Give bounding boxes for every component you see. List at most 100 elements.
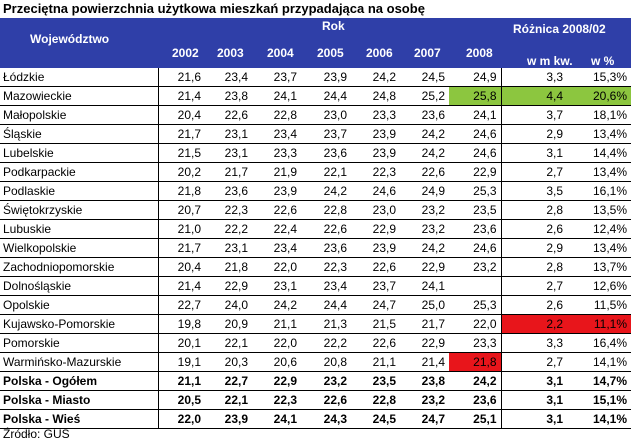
year-value-cell: 23,2 xyxy=(400,200,449,220)
year-header-2006: 2006 xyxy=(366,46,393,60)
year-value-cell: 24,2 xyxy=(400,124,449,144)
year-value-cell: 22,9 xyxy=(351,219,400,239)
year-value-cell: 23,9 xyxy=(351,238,400,258)
year-value-cell xyxy=(449,276,502,296)
year-value-cell: 22,6 xyxy=(205,105,252,125)
year-value-cell: 22,6 xyxy=(301,390,351,410)
year-value-cell: 21,4 xyxy=(158,276,205,296)
year-value-cell: 23,7 xyxy=(351,276,400,296)
year-value-cell: 24,9 xyxy=(400,181,449,201)
table-row: Świętokrzyskie 20,7 22,3 22,6 22,8 23,0 23,2 23… xyxy=(0,200,631,220)
year-value-cell: 23,6 xyxy=(301,143,351,163)
year-value-cell: 22,1 xyxy=(205,390,252,410)
diff-percent-cell: 14,7% xyxy=(567,371,631,391)
year-value-cell: 22,6 xyxy=(351,257,400,277)
diff-percent-cell: 18,1% xyxy=(567,105,631,125)
table-title: Przeciętna powierzchnia użytkowa mieszka… xyxy=(3,1,425,16)
year-value-cell: 22,3 xyxy=(205,200,252,220)
diff-percent-cell: 16,4% xyxy=(567,333,631,353)
year-value-cell: 23,2 xyxy=(400,219,449,239)
region-name-cell: Dolnośląskie xyxy=(0,276,159,296)
year-value-cell: 20,5 xyxy=(158,390,205,410)
year-value-cell: 22,9 xyxy=(252,371,301,391)
year-value-cell: 22,6 xyxy=(252,200,301,220)
region-name-cell: Zachodniopomorskie xyxy=(0,257,159,277)
year-value-cell: 20,1 xyxy=(158,333,205,353)
year-value-cell: 24,4 xyxy=(301,295,351,315)
year-value-cell: 23,1 xyxy=(205,143,252,163)
year-value-cell: 23,7 xyxy=(301,124,351,144)
diff-percent-cell: 14,4% xyxy=(567,143,631,163)
table-row: Mazowieckie 21,4 23,8 24,1 24,4 24,8 25,2 25,8 4… xyxy=(0,86,631,106)
diff-m2-cell: 3,1 xyxy=(501,409,567,429)
year-value-cell: 22,7 xyxy=(158,295,205,315)
diff-percent-cell: 13,4% xyxy=(567,124,631,144)
year-value-cell: 19,8 xyxy=(158,314,205,334)
year-value-cell: 21,8 xyxy=(449,352,502,372)
year-value-cell: 23,3 xyxy=(252,143,301,163)
region-name-cell: Łódzkie xyxy=(0,68,159,87)
region-name-cell: Śląskie xyxy=(0,124,159,144)
region-name-cell: Polska - Miasto xyxy=(0,390,159,410)
table-row: Zachodniopomorskie 20,4 21,8 22,0 22,3 22,6 22… xyxy=(0,257,631,277)
year-value-cell: 21,7 xyxy=(158,124,205,144)
year-value-cell: 22,3 xyxy=(351,162,400,182)
region-name-cell: Małopolskie xyxy=(0,105,159,125)
table-row: Lubuskie 21,0 22,2 22,4 22,6 22,9 23,2 23,6 2,6 1… xyxy=(0,219,631,239)
year-value-cell: 22,7 xyxy=(205,371,252,391)
year-value-cell: 24,8 xyxy=(351,86,400,106)
year-value-cell: 21,1 xyxy=(351,352,400,372)
year-value-cell: 23,3 xyxy=(351,105,400,125)
year-value-cell: 23,9 xyxy=(252,181,301,201)
year-value-cell: 22,8 xyxy=(252,105,301,125)
year-value-cell: 21,4 xyxy=(400,352,449,372)
diff-header-percent: w % xyxy=(591,54,615,68)
diff-m2-cell: 3,3 xyxy=(501,68,567,87)
diff-m2-cell: 3,3 xyxy=(501,333,567,353)
year-value-cell: 24,9 xyxy=(449,68,502,87)
year-value-cell: 22,8 xyxy=(301,200,351,220)
year-value-cell: 24,2 xyxy=(351,68,400,87)
year-value-cell: 25,2 xyxy=(400,86,449,106)
year-header-2002: 2002 xyxy=(172,46,199,60)
diff-percent-cell: 14,1% xyxy=(567,409,631,429)
year-value-cell: 25,1 xyxy=(449,409,502,429)
year-value-cell: 21,3 xyxy=(301,314,351,334)
region-name-cell: Warmińsko-Mazurskie xyxy=(0,352,159,372)
table-row: Podkarpackie 20,2 21,7 21,9 22,1 22,3 22,6 22,9… xyxy=(0,162,631,182)
diff-m2-cell: 2,2 xyxy=(501,314,567,334)
diff-group-header: Różnica 2008/02 xyxy=(513,22,606,36)
table-row: Warmińsko-Mazurskie 19,1 20,3 20,6 20,8 21,1 2… xyxy=(0,352,631,372)
year-value-cell: 22,4 xyxy=(252,219,301,239)
year-value-cell: 24,4 xyxy=(301,86,351,106)
year-group-header: Rok xyxy=(322,19,345,33)
year-value-cell: 19,1 xyxy=(158,352,205,372)
year-value-cell: 23,4 xyxy=(252,238,301,258)
year-value-cell: 22,0 xyxy=(252,257,301,277)
year-value-cell: 22,1 xyxy=(205,333,252,353)
diff-percent-cell: 11,5% xyxy=(567,295,631,315)
diff-m2-cell: 3,1 xyxy=(501,371,567,391)
total-row: Polska - Miasto 20,5 22,1 22,3 22,6 22,8 23,2 2… xyxy=(0,390,631,410)
year-value-cell: 25,0 xyxy=(400,295,449,315)
diff-percent-cell: 13,7% xyxy=(567,257,631,277)
diff-m2-cell: 2,7 xyxy=(501,162,567,182)
year-value-cell: 23,1 xyxy=(205,238,252,258)
year-value-cell: 24,2 xyxy=(301,181,351,201)
year-value-cell: 22,0 xyxy=(158,409,205,429)
diff-percent-cell: 13,5% xyxy=(567,200,631,220)
year-value-cell: 22,0 xyxy=(252,333,301,353)
year-value-cell: 23,9 xyxy=(301,68,351,87)
year-value-cell: 24,6 xyxy=(449,143,502,163)
year-value-cell: 23,9 xyxy=(205,409,252,429)
year-value-cell: 22,6 xyxy=(400,162,449,182)
diff-percent-cell: 13,4% xyxy=(567,238,631,258)
year-value-cell: 21,9 xyxy=(252,162,301,182)
year-value-cell: 22,1 xyxy=(301,162,351,182)
year-value-cell: 24,2 xyxy=(400,238,449,258)
table-row: Pomorskie 20,1 22,1 22,0 22,2 22,6 22,9 23,3 3,3… xyxy=(0,333,631,353)
year-value-cell: 23,4 xyxy=(252,124,301,144)
year-value-cell: 24,2 xyxy=(400,143,449,163)
year-value-cell: 24,6 xyxy=(351,181,400,201)
year-value-cell: 23,7 xyxy=(252,68,301,87)
